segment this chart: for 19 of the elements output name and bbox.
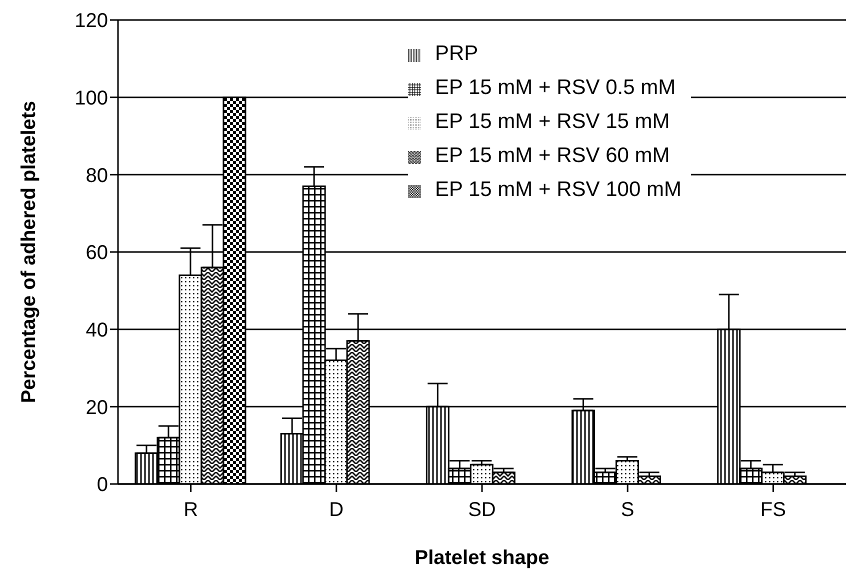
y-tick-label: 80	[86, 164, 108, 187]
y-tick-label: 100	[74, 87, 108, 110]
y-axis-title: Percentage of adhered platelets	[18, 100, 40, 404]
x-tick-label: FS	[760, 499, 786, 522]
x-tick-label: R	[184, 499, 198, 522]
legend-label: PRP	[435, 42, 478, 65]
x-axis-title: Platelet shape	[414, 547, 550, 569]
y-tick-label: 120	[74, 10, 108, 32]
x-tick-label: SD	[468, 499, 496, 522]
y-tick-label: 20	[86, 396, 108, 419]
legend-label: EP 15 mM + RSV 15 mM	[435, 110, 670, 133]
y-tick-label: 0	[96, 474, 108, 496]
legend-label: EP 15 mM + RSV 60 mM	[435, 144, 670, 167]
legend-label: EP 15 mM + RSV 0.5 mM	[435, 76, 676, 99]
y-tick-label: 40	[86, 319, 108, 342]
x-tick-label: D	[329, 499, 344, 522]
x-tick-label: S	[620, 499, 634, 522]
legend-label: EP 15 mM + RSV 100 mM	[435, 178, 682, 201]
y-tick-label: 60	[86, 242, 108, 264]
